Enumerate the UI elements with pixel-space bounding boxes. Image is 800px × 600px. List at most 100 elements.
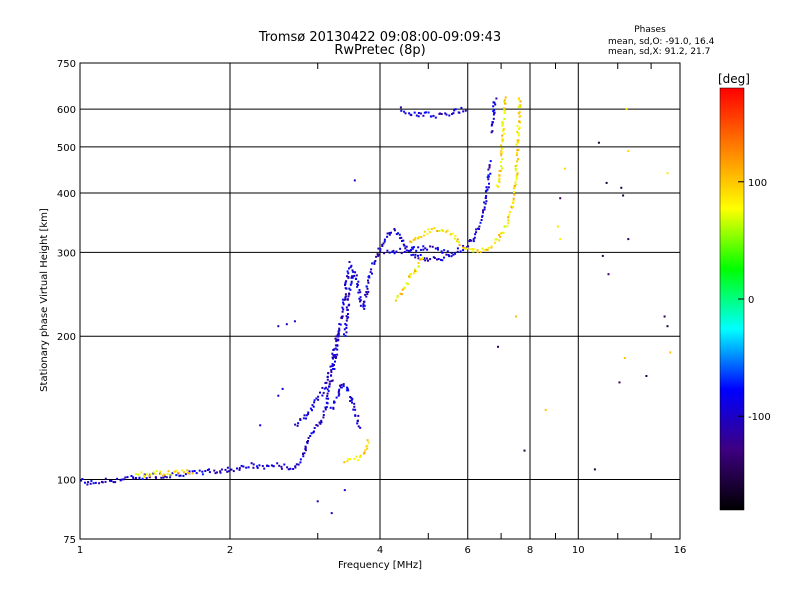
echo-point [148, 476, 151, 479]
echo-point [484, 202, 487, 205]
echo-point [420, 248, 422, 251]
echo-point [512, 205, 515, 208]
echo-point [336, 348, 339, 351]
echo-point [252, 463, 255, 466]
echo-point [424, 259, 427, 262]
echo-point [517, 132, 520, 135]
echo-point [453, 237, 456, 240]
echo-point [517, 158, 520, 160]
echo-point [337, 390, 340, 393]
echo-point [299, 458, 302, 461]
echo-point [366, 287, 369, 290]
echo-point [350, 396, 353, 399]
echo-point [344, 296, 347, 299]
echo-point [448, 114, 451, 117]
echo-point [487, 246, 490, 249]
echo-point [519, 115, 522, 117]
echo-point [396, 294, 399, 297]
echo-point [347, 313, 349, 315]
echo-point [281, 387, 284, 390]
echo-point [162, 474, 165, 477]
echo-point [302, 455, 305, 458]
echo-point [417, 246, 420, 249]
echo-point [514, 167, 517, 170]
echo-point [344, 282, 347, 285]
echo-point [293, 320, 296, 323]
echo-point [348, 287, 351, 290]
echo-point [409, 249, 412, 252]
echo-point [473, 236, 476, 239]
echo-point [315, 397, 318, 400]
echo-point [513, 184, 516, 187]
echo-point [359, 299, 362, 302]
echo-point [346, 308, 349, 311]
echo-point [349, 458, 351, 461]
echo-point [299, 461, 302, 464]
echo-point [333, 401, 336, 404]
echo-point [483, 206, 486, 209]
echo-point [326, 392, 329, 395]
echo-point [518, 111, 521, 114]
y-tick-label: 750 [57, 59, 76, 70]
echo-point [512, 202, 514, 205]
echo-point [374, 260, 377, 262]
echo-point [408, 275, 410, 278]
echo-point [503, 225, 506, 228]
echo-point [304, 445, 307, 448]
echo-point [337, 334, 340, 337]
echo-point [517, 112, 520, 115]
echo-point [499, 169, 502, 172]
echo-point [337, 338, 340, 341]
echo-point [511, 206, 514, 209]
echo-point [514, 183, 517, 186]
echo-point [475, 231, 478, 234]
echo-point [498, 177, 501, 180]
colorbar-label: [deg] [718, 72, 750, 86]
echo-point [330, 374, 333, 377]
echo-point [419, 112, 422, 115]
echo-point [149, 473, 152, 476]
echo-point [474, 233, 477, 236]
echo-point [340, 315, 343, 318]
echo-point [344, 287, 347, 290]
echo-point [512, 187, 515, 190]
echo-point [160, 476, 163, 479]
echo-point [363, 304, 366, 307]
echo-point [344, 323, 347, 325]
echo-point [403, 110, 406, 113]
phases-x-stats: mean, sd,X: 91.2, 21.7 [608, 47, 710, 57]
echo-point [320, 421, 323, 424]
echo-point [341, 310, 344, 313]
echo-point [414, 238, 417, 241]
echo-point [359, 296, 362, 299]
echo-point [332, 367, 334, 370]
echo-point [134, 473, 137, 476]
echo-point [349, 288, 352, 291]
echo-point [491, 130, 494, 133]
echo-point [519, 105, 522, 108]
echo-point [390, 231, 392, 234]
echo-point [605, 181, 608, 184]
echo-point [216, 471, 218, 474]
echo-point [400, 293, 403, 296]
echo-point [335, 340, 338, 343]
echo-point [294, 465, 297, 468]
echo-point [433, 227, 436, 229]
phase-colorbar: [deg] 100 0 -100 [718, 72, 771, 511]
echo-point [330, 371, 333, 373]
echo-point [104, 480, 107, 483]
echo-point [458, 111, 461, 114]
echo-point [518, 97, 521, 100]
echo-point [182, 474, 185, 477]
echo-point [426, 232, 429, 235]
echo-point [303, 452, 306, 455]
echo-point [405, 249, 408, 252]
echo-point [623, 357, 626, 359]
echo-point [487, 178, 490, 181]
echo-point [363, 451, 366, 454]
echo-point [206, 469, 209, 471]
echo-point [214, 472, 217, 475]
echo-point [450, 252, 453, 255]
echo-point [502, 132, 505, 135]
echo-point [484, 196, 487, 199]
